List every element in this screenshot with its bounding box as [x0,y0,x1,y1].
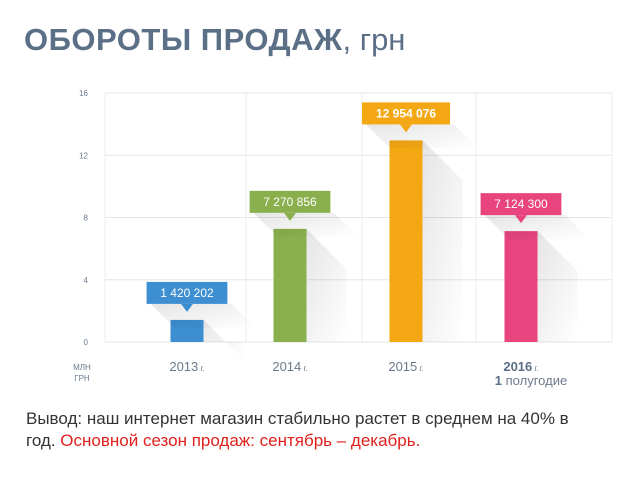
x-tick-label: 2013 г. [169,359,204,374]
callout-pointer [400,124,412,133]
data-callout-2016: 7 124 300 [480,193,590,240]
callout-pointer [515,215,527,224]
callout-box [249,190,331,213]
callout-box [480,193,562,216]
callout-pointer [284,212,296,221]
y-tick-label: 0 [84,338,89,347]
y-tick-label: 8 [84,214,89,223]
data-callout-2013: 1 420 202 [146,281,256,328]
data-callout-2014: 7 270 856 [249,190,359,237]
conclusion-text: Вывод: наш интернет магазин стабильно ра… [26,408,586,452]
data-label: 7 270 856 [263,195,317,209]
callout-shadow [150,303,256,328]
callout-pointer [181,303,193,312]
data-label: 7 124 300 [494,197,548,211]
conclusion-body: Вывод: наш интернет магазин стабильно ра… [26,409,569,450]
callout-shadow [484,215,590,240]
title-unit: , грн [342,22,406,57]
conclusion-highlight: Основной сезон продаж: сентябрь – декабр… [60,431,421,450]
y-axis-label: МЛН [73,363,91,372]
bar-2014 [273,228,307,342]
bar-shadow [537,231,578,342]
x-tick-label: 2014 г. [272,359,307,374]
data-label: 1 420 202 [160,286,214,300]
x-tick-label: 2016 г. [503,359,538,374]
y-tick-label: 12 [79,151,88,160]
x-tick-label-line2: 1 полугодие [495,373,567,388]
data-callout-2015: 12 954 076 [362,102,478,149]
callout-box [362,102,450,125]
callout-shadow [253,212,359,237]
bar-shadow [306,228,347,342]
bar-2016 [504,231,538,342]
bar-shadow [203,319,244,360]
sales-bar-chart: 16 12 8 4 0 1 420 202 7 270 856 12 954 076 7 12… [73,89,613,388]
callout-box [146,281,228,304]
data-label: 12 954 076 [376,106,436,120]
title-main: ОБОРОТЫ ПРОДАЖ [24,22,343,57]
x-tick-label: 2015 г. [388,359,423,374]
page-title: ОБОРОТЫ ПРОДАЖ, грн [24,22,405,58]
bar-shadow [422,140,463,342]
y-tick-label: 16 [79,89,88,98]
callout-shadow [366,124,478,149]
bar-2015 [389,140,423,342]
y-tick-label: 4 [84,276,89,285]
y-axis-label-line2: ГРН [74,374,90,383]
